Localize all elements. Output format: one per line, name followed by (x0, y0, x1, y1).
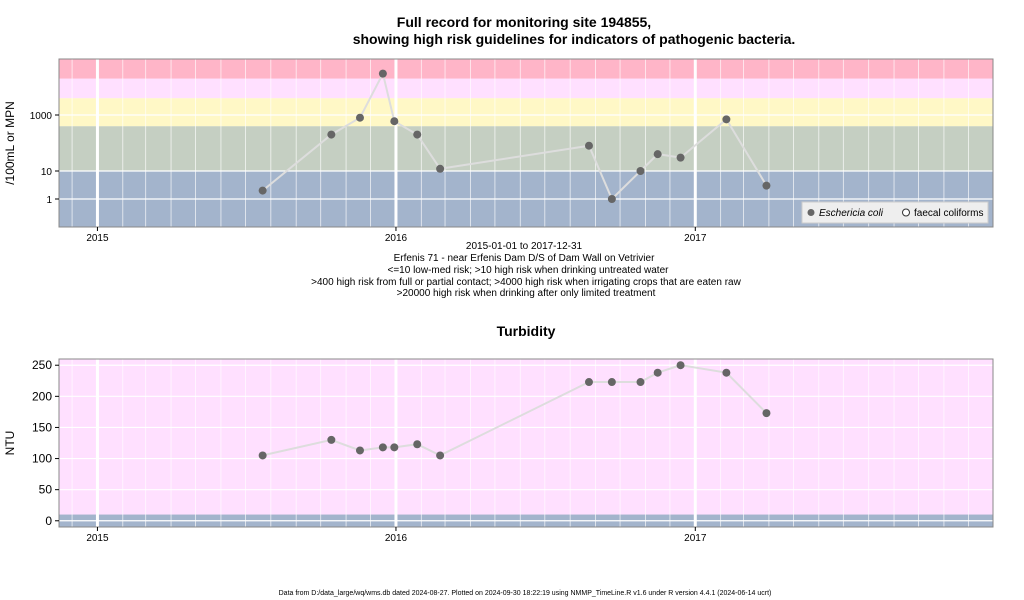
risk-band-2 (59, 98, 993, 127)
chart-title-line2: showing high risk guidelines for indicat… (353, 31, 796, 47)
legend-label: faecal coliforms (914, 208, 983, 219)
y-tick-label: 250 (32, 358, 52, 372)
y-tick-label: 50 (39, 483, 53, 497)
plot-background (59, 359, 993, 527)
caption-risk-2: >400 high risk from full or partial cont… (311, 277, 741, 288)
ecoli-panel: 2015 2016 2017 1 10 1000/100mL or MPN Escheric… (3, 58, 994, 244)
plot-frame (58, 58, 994, 228)
data-point (584, 141, 593, 150)
data-point (676, 153, 685, 162)
data-point (653, 150, 662, 159)
data-point (676, 361, 685, 370)
legend-marker-open (902, 208, 910, 217)
data-point (722, 115, 731, 124)
y-tick-label: 1000 (30, 111, 53, 122)
data-point (390, 117, 399, 126)
y-tick-label: 100 (32, 452, 52, 466)
data-point (327, 435, 336, 444)
caption-risk-1: <=10 low-med risk; >10 high risk when dr… (388, 265, 670, 276)
turbidity-panel: 2015 2016 2017 0 50 100 150 200 250 NTU (3, 358, 994, 544)
data-point (722, 368, 731, 377)
caption-site: Erfenis 71 - near Erfenis Dam D/S of Dam… (394, 253, 656, 264)
y-tick-label: 200 (32, 389, 52, 403)
data-point (607, 378, 616, 387)
caption-risk-3: >20000 high risk when drinking after onl… (397, 288, 656, 299)
data-point (355, 113, 364, 122)
data-point (584, 378, 593, 387)
data-point (378, 443, 387, 452)
footer-note: Data from D:/data_large/wq/wms.db dated … (279, 590, 772, 597)
y-axis-label: NTU (3, 431, 17, 456)
y-tick-label: 1 (46, 195, 52, 206)
risk-band-4 (59, 59, 993, 79)
y-tick-label: 150 (32, 420, 52, 434)
data-point (436, 164, 445, 173)
data-point (355, 446, 364, 455)
x-tick-label: 2015 (86, 533, 109, 544)
data-point (653, 368, 662, 377)
y-axis-label: /100mL or MPN (3, 101, 17, 185)
risk-band-1 (59, 126, 993, 171)
caption-date-range: 2015-01-01 to 2017-12-31 (466, 241, 583, 252)
x-tick-label: 2016 (385, 533, 408, 544)
x-tick-label: 2017 (684, 533, 707, 544)
data-point (327, 130, 336, 139)
data-point (258, 186, 267, 195)
data-point (636, 167, 645, 175)
data-point (390, 443, 399, 452)
x-tick-label: 2016 (385, 233, 408, 244)
x-tick-label: 2017 (684, 233, 707, 244)
legend-label: Eschericia coli (819, 208, 884, 219)
legend-marker-filled (807, 209, 815, 216)
data-point (413, 440, 422, 449)
data-point (636, 378, 645, 387)
data-point (762, 181, 771, 190)
data-point (436, 451, 445, 460)
y-tick-label: 10 (41, 167, 53, 178)
data-point (413, 130, 422, 139)
risk-band-3 (59, 78, 993, 99)
data-point (258, 451, 267, 460)
data-point (378, 69, 387, 78)
legend: Eschericia coli faecal coliforms (801, 201, 989, 224)
data-point (762, 409, 771, 418)
data-point (607, 195, 616, 203)
plot-frame (58, 358, 994, 528)
chart-title-line1: Full record for monitoring site 194855, (397, 14, 651, 30)
legend-box (801, 201, 989, 224)
y-tick-label: 0 (45, 514, 52, 528)
x-tick-label: 2015 (86, 233, 109, 244)
turbidity-title: Turbidity (497, 323, 556, 339)
